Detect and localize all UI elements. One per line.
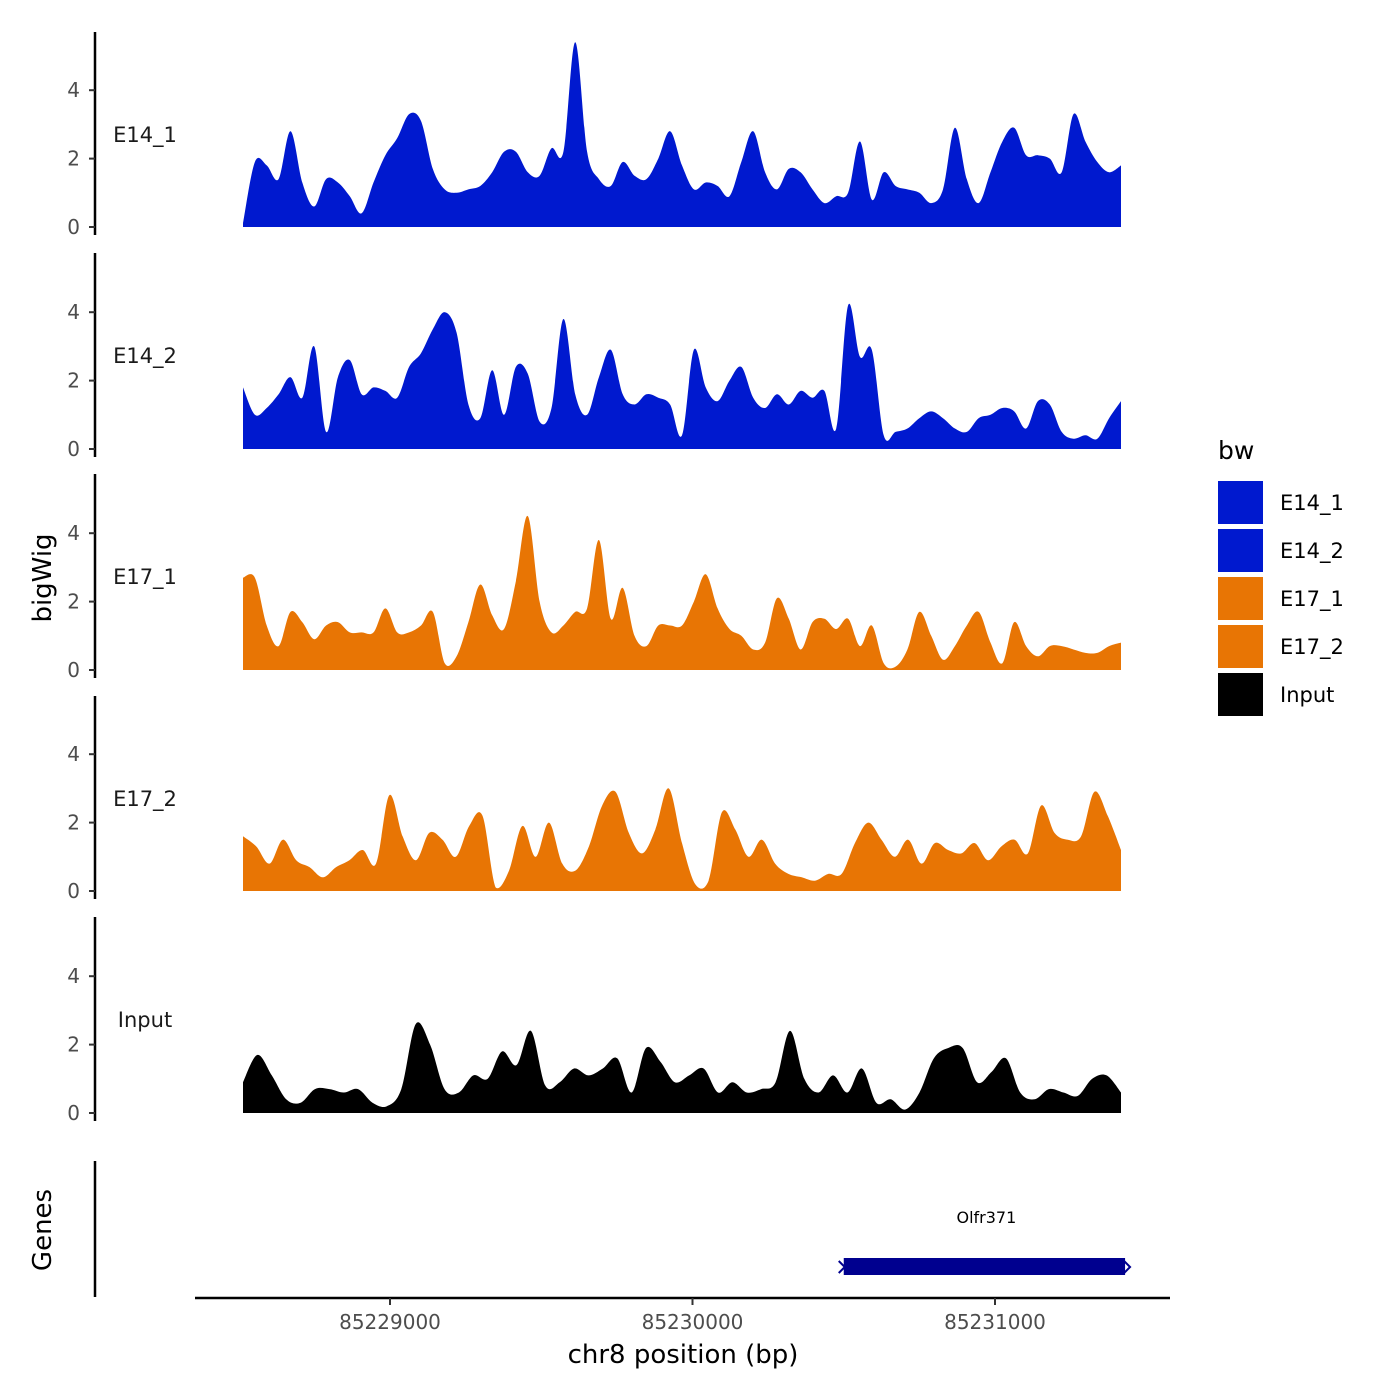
legend-item: E14_2 bbox=[1218, 529, 1344, 572]
coverage-area-e17-2 bbox=[243, 788, 1121, 891]
y-tick-label: 0 bbox=[67, 879, 80, 903]
legend-item: E14_1 bbox=[1218, 481, 1344, 524]
x-axis-title: chr8 position (bp) bbox=[568, 1340, 799, 1370]
x-axis: 85229000 85230000 85231000 bbox=[195, 1296, 1170, 1334]
track-label: E17_2 bbox=[113, 787, 177, 812]
strand-marker bbox=[1123, 1260, 1132, 1274]
strand-marker bbox=[838, 1260, 847, 1274]
y-tick-label: 2 bbox=[67, 1033, 80, 1057]
y-tick-label: 4 bbox=[67, 78, 80, 102]
coverage-area-e14-2 bbox=[243, 303, 1121, 449]
y-tick-label: 2 bbox=[67, 811, 80, 835]
y-tick-label: 2 bbox=[67, 369, 80, 393]
track-label: Input bbox=[118, 1008, 172, 1032]
track-label: E14_2 bbox=[113, 344, 177, 369]
legend-label: E14_2 bbox=[1280, 539, 1344, 564]
legend-swatch bbox=[1218, 529, 1263, 572]
coverage-area-input bbox=[243, 1022, 1121, 1113]
track-label: E14_1 bbox=[113, 123, 177, 148]
legend-label: E17_2 bbox=[1280, 635, 1344, 660]
legend-swatch bbox=[1218, 673, 1263, 716]
track-e14-1: 0 2 4 E14_1 bbox=[67, 32, 1121, 239]
y-tick-label: 0 bbox=[67, 437, 80, 461]
y-tick-label: 2 bbox=[67, 590, 80, 614]
y-tick-label: 4 bbox=[67, 964, 80, 988]
track-input: 0 2 4 Input bbox=[67, 917, 1121, 1125]
genes-axis-title: Genes bbox=[28, 1189, 58, 1271]
legend-label: E14_1 bbox=[1280, 491, 1344, 516]
track-label: E17_1 bbox=[113, 565, 177, 590]
x-tick-label: 85231000 bbox=[944, 1310, 1046, 1334]
coverage-area-e14-1 bbox=[243, 42, 1121, 227]
legend-title: bw bbox=[1218, 436, 1254, 465]
y-tick-label: 4 bbox=[67, 521, 80, 545]
legend-item: E17_2 bbox=[1218, 625, 1344, 668]
legend-swatch bbox=[1218, 625, 1263, 668]
legend-item: Input bbox=[1218, 673, 1334, 716]
y-tick-label: 2 bbox=[67, 147, 80, 171]
y-tick-label: 0 bbox=[67, 1101, 80, 1125]
x-tick-label: 85230000 bbox=[642, 1310, 744, 1334]
track-e14-2: 0 2 4 E14_2 bbox=[67, 253, 1121, 461]
gene-track: Olfr371 bbox=[93, 1161, 1132, 1297]
legend-label: Input bbox=[1280, 683, 1334, 707]
legend-swatch bbox=[1218, 577, 1263, 620]
y-tick-label: 0 bbox=[67, 658, 80, 682]
legend-swatch bbox=[1218, 481, 1263, 524]
x-tick-label: 85229000 bbox=[339, 1310, 441, 1334]
track-e17-1: 0 2 4 E17_1 bbox=[67, 474, 1121, 682]
legend-item: E17_1 bbox=[1218, 577, 1344, 620]
gene-label: Olfr371 bbox=[957, 1208, 1017, 1227]
coverage-area-e17-1 bbox=[243, 515, 1121, 670]
legend-label: E17_1 bbox=[1280, 587, 1344, 612]
y-tick-label: 0 bbox=[67, 215, 80, 239]
y-tick-label: 4 bbox=[67, 300, 80, 324]
y-tick-label: 4 bbox=[67, 742, 80, 766]
y-axis-title: bigWig bbox=[28, 533, 58, 622]
legend: bw E14_1 E14_2 E17_1 E17_2 Input bbox=[1218, 436, 1344, 716]
track-panels: 0 2 4 E14_1 0 2 4 E14_2 0 2 4 E17_1 0 2 4 E17_2 0 2 4 Input bbox=[67, 32, 1121, 1125]
track-e17-2: 0 2 4 E17_2 bbox=[67, 696, 1121, 903]
gene-body bbox=[843, 1258, 1126, 1275]
